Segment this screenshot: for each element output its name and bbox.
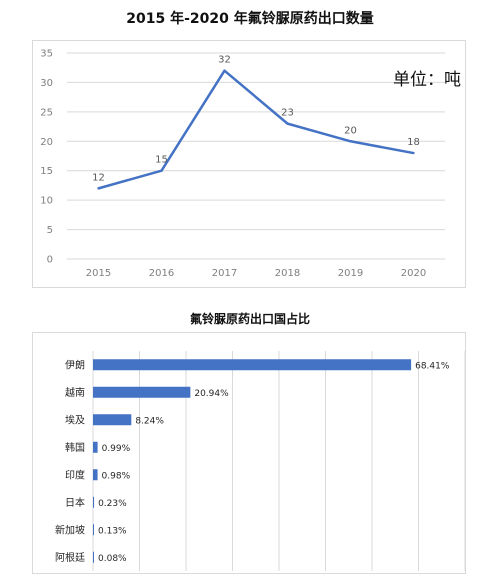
- data-label: 32: [218, 55, 231, 66]
- y-tick-label: 35: [40, 49, 53, 60]
- data-point: [160, 169, 163, 172]
- bar: [93, 359, 412, 371]
- bar: [93, 496, 95, 508]
- data-label: 12: [92, 172, 105, 183]
- bar: [93, 469, 98, 481]
- category-label: 印度: [65, 468, 85, 481]
- bar-value-label: 0.08%: [98, 554, 127, 564]
- bar-value-label: 68.41%: [415, 361, 450, 371]
- data-point: [97, 187, 100, 190]
- line-chart-frame: 0 5 10 15 20 25 30 35 2015 2016 2017 2018 2019 2020 12…: [32, 40, 466, 288]
- x-tick-label: 2015: [86, 268, 111, 279]
- category-label: 日本: [65, 496, 85, 509]
- x-tick-label: 2016: [149, 268, 174, 279]
- bar-chart-svg: 伊朗 68.41% 越南 20.94% 埃及 8.24% 韩国 0.99% 印度 0.98% 日本 0…: [55, 351, 465, 571]
- y-tick-label: 10: [40, 196, 53, 207]
- y-tick-label: 5: [47, 225, 53, 236]
- x-tick-label: 2017: [212, 268, 237, 279]
- category-label: 伊朗: [65, 359, 85, 371]
- bar-value-label: 0.13%: [98, 526, 127, 536]
- y-tick-label: 30: [40, 78, 53, 89]
- data-point: [286, 122, 289, 125]
- bar: [93, 441, 98, 453]
- bar: [93, 524, 94, 536]
- category-label: 韩国: [65, 441, 85, 454]
- bar-value-label: 8.24%: [135, 416, 164, 426]
- data-label: 20: [344, 125, 357, 136]
- category-label: 埃及: [65, 413, 85, 426]
- line-chart-title: 2015 年-2020 年氟铃脲原药出口数量: [126, 11, 374, 27]
- y-tick-label: 20: [40, 137, 53, 148]
- category-label: 越南: [65, 386, 85, 399]
- data-label: 18: [407, 137, 420, 148]
- bar-value-label: 0.23%: [98, 499, 127, 509]
- bar-chart-frame: 伊朗 68.41% 越南 20.94% 埃及 8.24% 韩国 0.99% 印度 0.98% 日本 0…: [32, 332, 466, 574]
- bar-value-label: 0.98%: [102, 471, 131, 481]
- y-tick-label: 25: [40, 107, 53, 118]
- bar: [93, 386, 191, 398]
- category-label: 新加坡: [55, 523, 85, 536]
- data-label: 15: [155, 155, 168, 166]
- data-point: [223, 69, 226, 72]
- series-line: [98, 69, 414, 190]
- bar: [93, 551, 94, 563]
- x-tick-label: 2020: [401, 268, 426, 279]
- x-tick-label: 2018: [275, 268, 300, 279]
- data-point: [349, 140, 352, 143]
- bar-value-label: 0.99%: [102, 444, 131, 454]
- data-label: 23: [281, 108, 294, 119]
- y-tick-label: 0: [47, 255, 53, 266]
- bar: [93, 414, 132, 426]
- bar-chart-title: 氟铃脲原药出口国占比: [189, 312, 310, 326]
- x-tick-label: 2019: [338, 268, 363, 279]
- bar-value-label: 20.94%: [194, 389, 229, 399]
- unit-annotation: 单位：吨: [393, 70, 461, 90]
- y-tick-label: 15: [40, 166, 53, 177]
- category-label: 阿根廷: [55, 551, 85, 564]
- data-point: [412, 151, 415, 155]
